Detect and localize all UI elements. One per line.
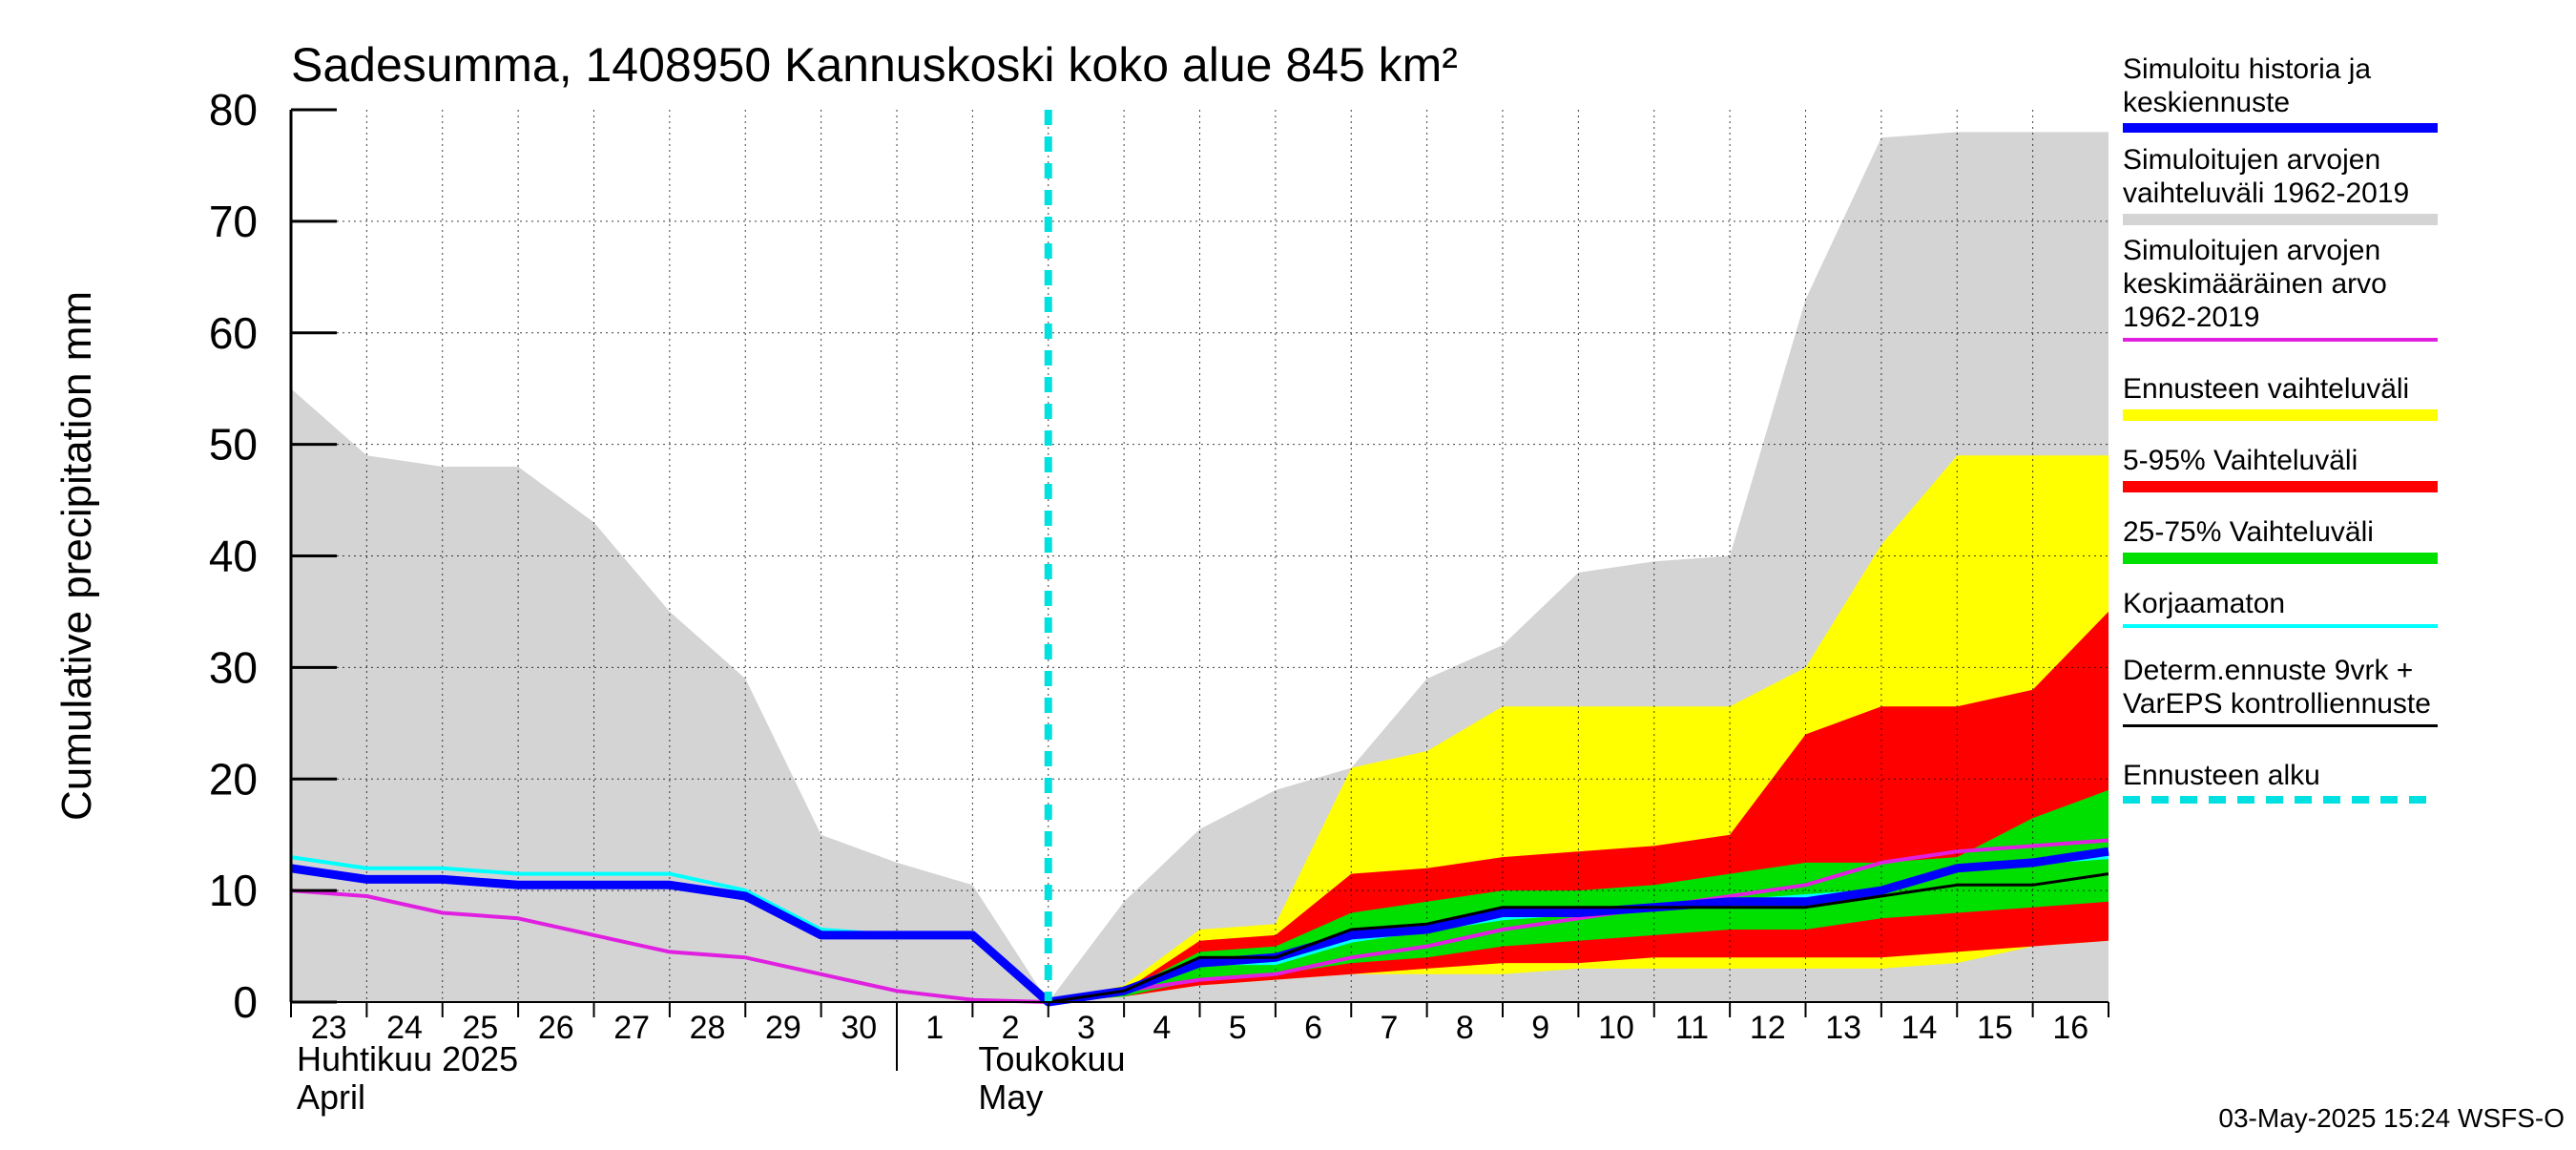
x-tick-label: 3: [1077, 1010, 1095, 1046]
x-tick-label: 7: [1380, 1010, 1398, 1046]
x-tick-label: 26: [538, 1010, 574, 1046]
x-tick-label: 25: [463, 1010, 499, 1046]
x-tick-label: 15: [1977, 1010, 2013, 1046]
y-tick-label: 80: [209, 85, 258, 135]
x-tick-label: 4: [1153, 1010, 1171, 1046]
legend-swatch: [2123, 624, 2438, 628]
y-tick-label: 10: [209, 866, 258, 915]
x-tick-label: 28: [690, 1010, 726, 1046]
month-label-en: May: [978, 1077, 1043, 1117]
x-tick-label: 23: [311, 1010, 347, 1046]
y-tick-label: 0: [233, 977, 258, 1027]
legend-item-p25_75: 25-75% Vaihteluväli: [2123, 515, 2543, 587]
deterministic-line: [1048, 872, 2109, 1004]
legend-swatch: [2123, 481, 2438, 492]
x-tick-label: 10: [1598, 1010, 1634, 1046]
x-tick-label: 2: [1002, 1010, 1020, 1046]
legend-swatch: [2123, 724, 2438, 727]
mean-hist-line: [290, 838, 2109, 1004]
legend: Simuloitu historia ja keskiennuste Simulo…: [2123, 52, 2543, 826]
legend-label: Ennusteen alku: [2123, 760, 2320, 791]
legend-item-uncorrected: Korjaamaton: [2123, 587, 2543, 654]
y-tick-label: 70: [209, 197, 258, 246]
legend-label: Ennusteen vaihteluväli: [2123, 373, 2410, 405]
x-tick-label: 9: [1531, 1010, 1549, 1046]
legend-label: Simuloitu historia ja keskiennuste: [2123, 53, 2372, 118]
legend-swatch: [2123, 553, 2438, 564]
y-tick-label: 20: [209, 754, 258, 804]
x-tick-label: 14: [1901, 1010, 1938, 1046]
legend-item-deterministic: Determ.ennuste 9vrk + VarEPS kontrollien…: [2123, 654, 2543, 759]
y-tick-label: 30: [209, 642, 258, 692]
month-label-fi: Toukokuu: [978, 1039, 1125, 1078]
x-tick-label: 12: [1750, 1010, 1786, 1046]
x-tick-label: 6: [1304, 1010, 1322, 1046]
month-label-fi: Huhtikuu 2025: [297, 1039, 518, 1078]
x-tick-label: 16: [2052, 1010, 2088, 1046]
legend-label: Korjaamaton: [2123, 588, 2286, 619]
legend-label: 25-75% Vaihteluväli: [2123, 516, 2374, 548]
y-tick-label: 50: [209, 420, 258, 470]
legend-swatch: [2123, 123, 2438, 133]
legend-item-mean_hist: Simuloitujen arvojen keskimääräinen arvo…: [2123, 234, 2543, 372]
legend-label: Determ.ennuste 9vrk + VarEPS kontrollien…: [2123, 655, 2431, 720]
x-tick-label: 5: [1229, 1010, 1247, 1046]
legend-item-p5_95: 5-95% Vaihteluväli: [2123, 444, 2543, 515]
month-label-en: April: [297, 1077, 365, 1117]
x-tick-label: 13: [1825, 1010, 1861, 1046]
y-tick-label: 40: [209, 532, 258, 581]
legend-swatch: [2123, 338, 2438, 342]
legend-swatch: [2123, 214, 2438, 225]
legend-swatch: [2123, 409, 2438, 421]
x-tick-label: 8: [1456, 1010, 1474, 1046]
x-tick-label: 29: [765, 1010, 801, 1046]
legend-item-ens_range: Ennusteen vaihteluväli: [2123, 372, 2543, 444]
x-tick-label: 27: [613, 1010, 650, 1046]
legend-label: Simuloitujen arvojen vaihteluväli 1962-2…: [2123, 144, 2410, 209]
legend-label: 5-95% Vaihteluväli: [2123, 445, 2358, 476]
x-tick-label: 24: [386, 1010, 423, 1046]
legend-label: Simuloitujen arvojen keskimääräinen arvo…: [2123, 235, 2387, 333]
x-tick-label: 30: [841, 1010, 877, 1046]
legend-item-forecast_start: Ennusteen alku: [2123, 759, 2543, 826]
chart-title: Sadesumma, 1408950 Kannuskoski koko alue…: [291, 38, 1458, 92]
timestamp-footer: 03-May-2025 15:24 WSFS-O: [2218, 1103, 2565, 1133]
legend-item-hist_range: Simuloitujen arvojen vaihteluväli 1962-2…: [2123, 143, 2543, 234]
legend-item-simulated: Simuloitu historia ja keskiennuste: [2123, 52, 2543, 143]
x-tick-label: 11: [1675, 1010, 1709, 1046]
y-axis-label: Cumulative precipitation mm: [53, 291, 100, 821]
simulated-line: [290, 847, 2109, 1007]
x-tick-label: 1: [925, 1010, 944, 1046]
y-tick-label: 60: [209, 308, 258, 358]
legend-swatch: [2123, 796, 2438, 804]
